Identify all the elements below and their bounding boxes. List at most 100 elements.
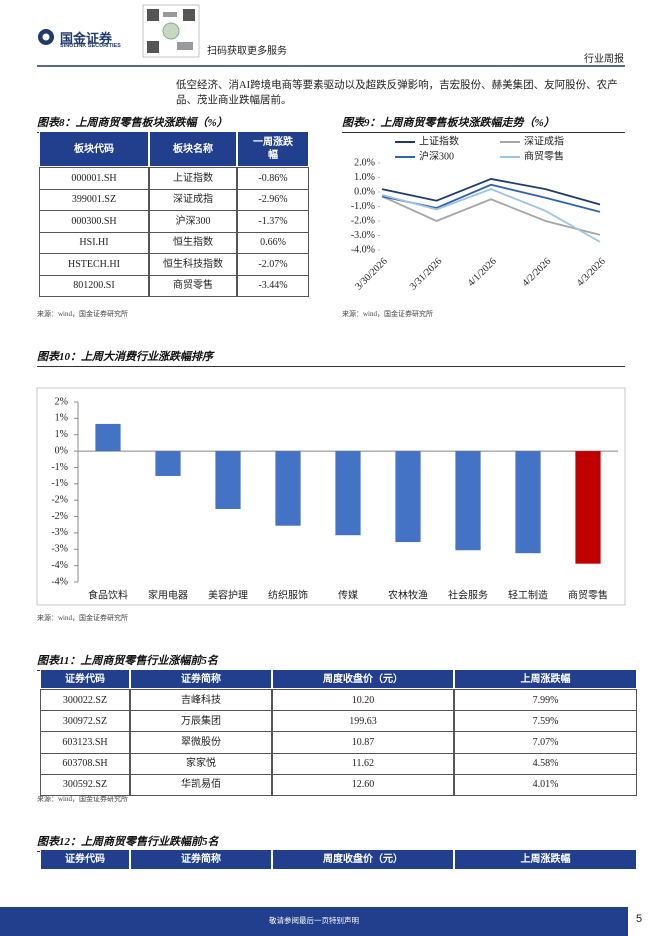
table-cell: 4.01% [454, 773, 637, 796]
table-cell: 商贸零售 [149, 274, 237, 297]
y-tick-label: -3.0% [351, 230, 375, 241]
logo-cn: 国金证券 [60, 31, 113, 46]
table-cell: 000300.SH [39, 210, 149, 233]
x-tick-label: 3/30/2026 [353, 256, 389, 292]
table-cell: 603708.SH [40, 752, 130, 775]
x-tick-label: 4/1/2026 [466, 256, 499, 289]
table-cell: 沪深300 [149, 210, 237, 233]
bar [395, 451, 421, 543]
y-tick-label: -1.0% [351, 201, 375, 212]
table-cell: -2.96% [237, 188, 309, 211]
x-tick-label: 商贸零售 [568, 588, 608, 601]
bar [215, 451, 241, 510]
x-tick-label: 4/2/2026 [520, 256, 553, 289]
table-cell: 10.87 [272, 731, 454, 754]
y-tick-label: 1% [55, 413, 68, 424]
table-header-cell: 上周涨跌幅 [454, 849, 637, 870]
table-cell: 7.07% [454, 731, 637, 754]
legend-label: 深证成指 [524, 134, 564, 147]
x-tick-label: 家用电器 [148, 588, 188, 601]
qr-center [162, 22, 180, 40]
table-header-cell: 上周涨跌幅 [454, 669, 637, 689]
table-cell: 12.60 [272, 773, 454, 796]
table-cell: -0.86% [237, 167, 309, 190]
x-tick-label: 3/31/2026 [408, 256, 444, 292]
y-tick-label: -4.0% [351, 244, 375, 255]
bar [275, 451, 301, 526]
y-tick-label: -1% [51, 462, 68, 473]
y-tick-label: -4% [51, 560, 68, 571]
table-header-cell: 证券代码 [40, 669, 130, 689]
x-tick-label: 农林牧渔 [388, 588, 428, 601]
table-header-cell: 证券简称 [130, 849, 272, 870]
table-cell: 家家悦 [130, 752, 272, 775]
y-tick-label: -4% [51, 576, 68, 587]
x-tick-label: 传媒 [338, 589, 358, 601]
line-series [381, 195, 601, 236]
y-tick-label: 1% [55, 429, 68, 440]
table-header-cell: 证券代码 [40, 849, 130, 870]
table-cell: 7.99% [454, 689, 637, 712]
logo-en: SINOLINK SECURITIES [60, 43, 121, 49]
qr-pattern [163, 12, 177, 17]
table-cell: 华凯易佰 [130, 773, 272, 796]
table-cell: -1.37% [237, 210, 309, 233]
qr-corner [147, 9, 159, 21]
chart-title: 图表10：上周大消费行业涨跌幅排序 [37, 348, 625, 367]
qr-corner [147, 41, 159, 53]
table-cell: 吉峰科技 [130, 689, 272, 712]
logo-icon-inner [42, 33, 50, 41]
line-series [381, 188, 601, 243]
table-header-cell: 一周涨跌幅 [237, 131, 309, 167]
y-tick-label: 0% [55, 445, 68, 456]
x-tick-label: 食品饮料 [88, 588, 128, 601]
x-tick-label: 轻工制造 [508, 588, 548, 601]
chart-title: 图表9：上周商贸零售板块涨跌幅走势（%） [342, 114, 625, 133]
qr-pattern [177, 42, 193, 50]
source-note: 来源：wind，国金证券研究所 [37, 310, 128, 318]
x-tick-label: 4/3/2026 [575, 256, 608, 289]
table-cell: 4.58% [454, 752, 637, 775]
table-cell: 603123.SH [40, 731, 130, 754]
intro-paragraph: 低空经济、消AI跨境电商等要素驱动以及超跌反弹影响，吉宏股份、赫美集团、友阿股份… [176, 80, 618, 106]
line-series [381, 178, 601, 206]
table-cell: HSI.HI [39, 231, 149, 254]
table-header-cell: 板块代码 [39, 131, 149, 167]
table-cell: 300972.SZ [40, 710, 130, 733]
footer-disclaimer: 敬请参阅最后一页特别声明 [269, 916, 359, 925]
table-cell: 上证指数 [149, 167, 237, 190]
table-cell: 300022.SZ [40, 689, 130, 712]
qr-caption: 扫码获取更多服务 [207, 46, 287, 57]
table-cell: 7.59% [454, 710, 637, 733]
table-cell: 11.62 [272, 752, 454, 775]
x-tick-label: 美容护理 [208, 588, 248, 601]
table-cell: HSTECH.HI [39, 253, 149, 276]
bar [575, 451, 601, 564]
table-header-cell: 板块名称 [149, 131, 237, 167]
y-tick-label: 0.0% [354, 186, 375, 197]
table-cell: -3.44% [237, 274, 309, 297]
table-header-cell: 周度收盘价（元） [272, 669, 454, 689]
table-cell: 0.66% [237, 231, 309, 254]
table-cell: 翠微股份 [130, 731, 272, 754]
y-tick-label: 1.0% [354, 172, 375, 183]
bar [515, 451, 541, 554]
legend-label: 上证指数 [419, 134, 459, 147]
bar [155, 451, 181, 476]
x-tick-label: 纺织服饰 [268, 588, 308, 601]
page-number: 5 [636, 913, 643, 925]
y-tick-label: -3% [51, 544, 68, 555]
table-cell: 000001.SH [39, 167, 149, 190]
table-cell: 399001.SZ [39, 188, 149, 211]
table-header-cell: 周度收盘价（元） [272, 849, 454, 870]
table-header-cell: 证券简称 [130, 669, 272, 689]
y-tick-label: 2.0% [354, 157, 375, 168]
table-cell: 199.63 [272, 710, 454, 733]
y-tick-label: -2.0% [351, 215, 375, 226]
qr-corner [183, 9, 195, 21]
legend-label: 商贸零售 [524, 149, 564, 162]
table-cell: 恒生指数 [149, 231, 237, 254]
table-cell: -2.07% [237, 253, 309, 276]
